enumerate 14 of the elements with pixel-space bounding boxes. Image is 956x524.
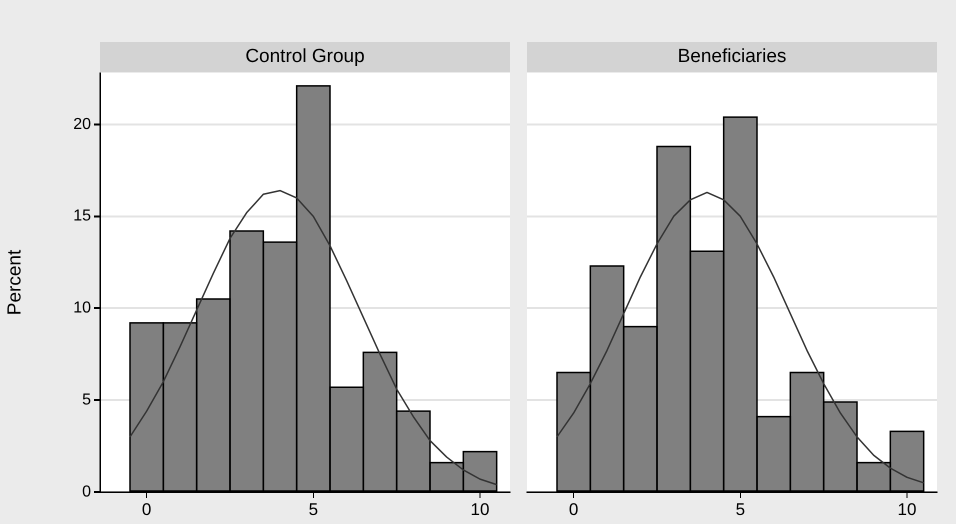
- chart-title: Control Group: [100, 42, 510, 72]
- x-tick-label: 5: [736, 500, 746, 519]
- y-tick-label: 20: [73, 116, 92, 133]
- x-tick-label: 0: [142, 500, 152, 519]
- y-tick-label: 5: [82, 392, 92, 409]
- y-tick-label: 10: [73, 300, 92, 317]
- x-tick-label: 0: [568, 500, 578, 519]
- x-tick-label: 10: [898, 500, 916, 519]
- chart-title: Beneficiaries: [527, 42, 937, 72]
- y-tick-label: 0: [82, 483, 92, 500]
- x-tick-label: 5: [308, 500, 318, 519]
- y-tick-label: 15: [73, 208, 92, 225]
- y-axis-title: Percent: [4, 249, 26, 316]
- x-tick-label: 10: [470, 500, 490, 519]
